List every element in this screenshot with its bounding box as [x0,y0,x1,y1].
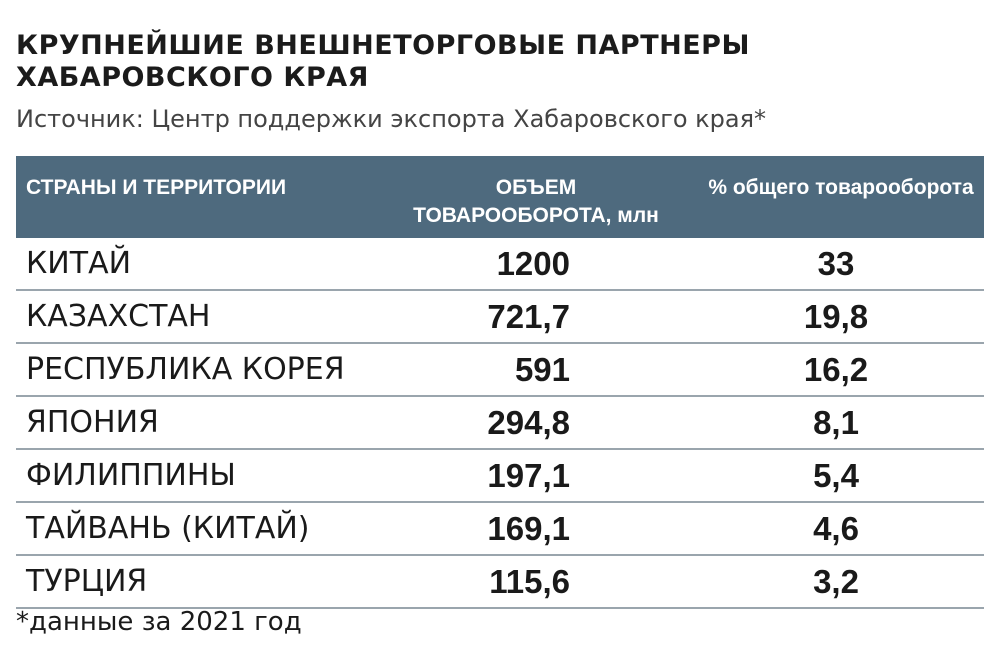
volume-cell: 1200 [496,245,570,282]
country-cell: ТАЙВАНЬ (КИТАЙ) [26,511,310,546]
table-row: ФИЛИППИНЫ 197,1 5,4 [16,450,984,503]
share-cell: 3,2 [813,563,859,600]
country-cell: ФИЛИППИНЫ [26,458,236,493]
volume-cell: 591 [514,351,570,388]
volume-cell: 169,1 [487,510,570,547]
chart-title: КРУПНЕЙШИЕ ВНЕШНЕТОРГОВЫЕ ПАРТНЕРЫ ХАБАР… [16,30,750,93]
country-cell: ЯПОНИЯ [26,405,159,440]
share-cell: 19,8 [803,298,869,335]
country-cell: КАЗАХСТАН [26,299,211,334]
share-cell: 4,6 [813,510,859,547]
share-cell: 33 [817,245,855,282]
table-row: ТАЙВАНЬ (КИТАЙ) 169,1 4,6 [16,503,984,556]
header-country: СТРАНЫ И ТЕРРИТОРИИ [26,176,287,199]
table-row: ЯПОНИЯ 294,8 8,1 [16,397,984,450]
volume-cell: 721,7 [487,298,570,335]
source-note: Источник: Центр поддержки экспорта Хабар… [16,105,767,133]
table-row: КАЗАХСТАН 721,7 19,8 [16,291,984,344]
table-body: КИТАЙ 1200 33 КАЗАХСТАН 721,7 19,8 РЕСПУБЛИКА … [16,238,984,609]
volume-cell: 197,1 [487,457,570,494]
country-cell: ТУРЦИЯ [26,564,148,599]
partners-table: СТРАНЫ И ТЕРРИТОРИИ ОБЪЕМ ТОВАРООБОРОТА,… [16,156,984,609]
table-header: СТРАНЫ И ТЕРРИТОРИИ ОБЪЕМ ТОВАРООБОРОТА,… [16,156,984,255]
header-volume: ОБЪЕМ ТОВАРООБОРОТА, млн долларов [413,176,659,255]
country-cell: РЕСПУБЛИКА КОРЕЯ [26,352,345,387]
volume-cell: 294,8 [487,404,570,441]
table-row: КИТАЙ 1200 33 [16,238,984,291]
table-row: ТУРЦИЯ 115,6 3,2 [16,556,984,609]
table-row: РЕСПУБЛИКА КОРЕЯ 591 16,2 [16,344,984,397]
share-cell: 8,1 [813,404,859,441]
country-cell: КИТАЙ [26,246,132,281]
share-cell: 16,2 [803,351,869,388]
header-share: % общего товарооборота [708,176,974,199]
footnote: *данные за 2021 год [16,607,302,637]
volume-cell: 115,6 [489,563,570,600]
share-cell: 5,4 [813,457,859,494]
